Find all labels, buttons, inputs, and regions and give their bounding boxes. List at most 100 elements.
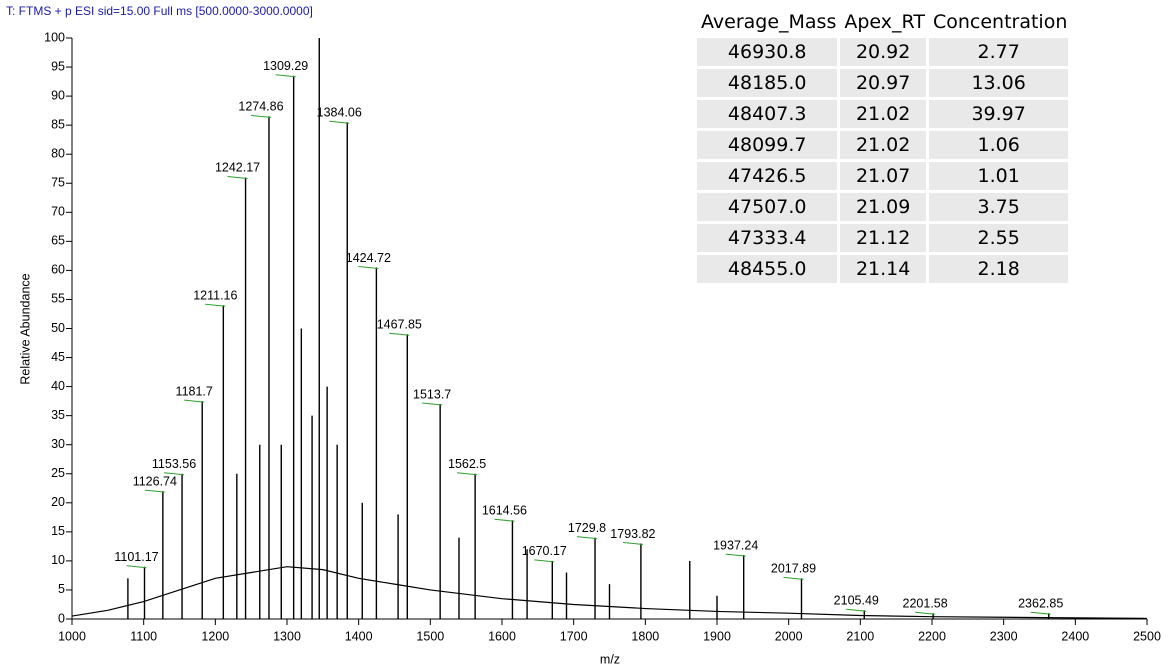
table-row: 48455.0 21.14 2.18 <box>697 255 1072 283</box>
label-marker <box>275 74 296 78</box>
x-tick-label: 1600 <box>488 629 516 643</box>
x-tick-label: 1200 <box>201 629 229 643</box>
label-marker <box>126 565 147 569</box>
label-marker <box>389 332 410 336</box>
results-table: Average_Mass Apex_RT Concentration 46930.8 2… <box>697 6 1072 286</box>
y-tick-label: 90 <box>51 88 65 102</box>
label-marker <box>422 402 443 406</box>
table-cell: 1.06 <box>928 131 1072 159</box>
table-row: 48185.0 20.97 13.06 <box>697 69 1072 97</box>
peak-label: 1181.7 <box>176 384 213 398</box>
y-tick-label: 95 <box>51 59 65 73</box>
peak-label: 1211.16 <box>193 289 237 303</box>
y-tick-label: 80 <box>51 146 65 160</box>
label-marker <box>205 303 226 307</box>
table-row: 46930.8 20.92 2.77 <box>697 38 1072 66</box>
label-marker <box>846 608 867 612</box>
table-cell: 3.75 <box>928 193 1072 221</box>
y-tick-label: 25 <box>51 466 65 480</box>
label-marker <box>1030 611 1051 615</box>
table-cell: 47507.0 <box>697 193 841 221</box>
peak-label: 1424.72 <box>346 251 391 265</box>
label-marker <box>227 175 248 179</box>
table-row: 47426.5 21.07 1.01 <box>697 162 1072 190</box>
y-tick-label: 75 <box>51 176 65 190</box>
peak-label: 1384.06 <box>317 106 362 120</box>
table-cell: 48455.0 <box>697 255 841 283</box>
label-marker <box>783 576 804 580</box>
x-tick-label: 2400 <box>1061 629 1089 643</box>
x-tick-label: 2000 <box>775 629 803 643</box>
table-cell: 46930.8 <box>697 38 841 66</box>
y-tick-label: 5 <box>58 582 65 596</box>
scan-header: T: FTMS + p ESI sid=15.00 Full ms [500.0… <box>6 4 313 18</box>
peak-label: 1729.8 <box>568 521 606 535</box>
table-cell: 21.12 <box>840 224 929 252</box>
peak-label: 1562.5 <box>448 457 486 471</box>
x-tick-label: 1700 <box>560 629 588 643</box>
column-header: Concentration <box>932 11 1068 33</box>
peak-label: 1309.29 <box>263 59 308 73</box>
label-marker <box>622 541 643 545</box>
peak-label: 1274.86 <box>238 100 283 114</box>
y-tick-label: 10 <box>51 553 65 567</box>
label-marker <box>494 518 515 522</box>
table-cell: 21.02 <box>840 131 929 159</box>
table-cell: 2.55 <box>928 224 1072 252</box>
label-marker <box>250 114 272 118</box>
table-cell: 48099.7 <box>697 131 841 159</box>
y-tick-label: 50 <box>51 321 65 335</box>
x-tick-label: 2100 <box>846 629 874 643</box>
x-tick-label: 1300 <box>273 629 301 643</box>
table-cell: 48407.3 <box>697 100 841 128</box>
peak-label: 2201.58 <box>903 596 948 610</box>
column-header: Average_Mass <box>701 11 837 33</box>
label-marker <box>725 553 746 557</box>
y-tick-label: 45 <box>51 350 65 364</box>
label-marker <box>915 611 936 615</box>
table-cell: 47426.5 <box>697 162 841 190</box>
peak-label: 1242.17 <box>215 161 260 175</box>
table-row: 48099.7 21.02 1.06 <box>697 131 1072 159</box>
peak-label: 1614.56 <box>482 504 527 518</box>
column-header: Apex_RT <box>844 11 925 33</box>
label-marker <box>184 399 205 403</box>
x-tick-label: 1100 <box>130 629 157 643</box>
x-tick-label: 2200 <box>918 629 946 643</box>
table-cell: 20.92 <box>840 38 929 66</box>
table-cell: 39.97 <box>928 100 1072 128</box>
baseline-trace <box>71 566 1148 620</box>
label-marker <box>358 265 379 269</box>
table-cell: 2.77 <box>928 38 1072 66</box>
peak-label: 2017.89 <box>771 562 816 576</box>
y-tick-label: 85 <box>51 117 65 131</box>
peak-label: 1937.24 <box>713 538 758 552</box>
table-cell: 2.18 <box>928 255 1072 283</box>
x-axis-label: m/z <box>600 652 620 666</box>
x-tick-label: 1900 <box>703 629 731 643</box>
y-tick-label: 15 <box>51 524 65 538</box>
table-cell: 47333.4 <box>697 224 841 252</box>
peak-label: 1670.17 <box>522 544 567 558</box>
table-cell: 21.14 <box>840 255 929 283</box>
label-marker <box>457 472 478 476</box>
x-tick-label: 2500 <box>1133 629 1161 643</box>
table-cell: 21.07 <box>840 162 929 190</box>
x-tick-label: 1000 <box>58 629 86 643</box>
y-tick-label: 65 <box>51 234 65 248</box>
table-cell: 48185.0 <box>697 69 841 97</box>
peak-label: 1101.17 <box>114 550 158 564</box>
label-marker <box>329 120 350 124</box>
label-marker <box>144 489 165 493</box>
x-tick-label: 1800 <box>631 629 659 643</box>
y-tick-label: 20 <box>51 495 65 509</box>
x-tick-label: 1400 <box>345 629 373 643</box>
table-cell: 21.09 <box>840 193 929 221</box>
y-tick-label: 0 <box>58 611 65 625</box>
table-cell: 21.02 <box>840 100 929 128</box>
table-cell: 1.01 <box>928 162 1072 190</box>
table-row: 47507.0 21.09 3.75 <box>697 193 1072 221</box>
label-marker <box>164 472 185 476</box>
